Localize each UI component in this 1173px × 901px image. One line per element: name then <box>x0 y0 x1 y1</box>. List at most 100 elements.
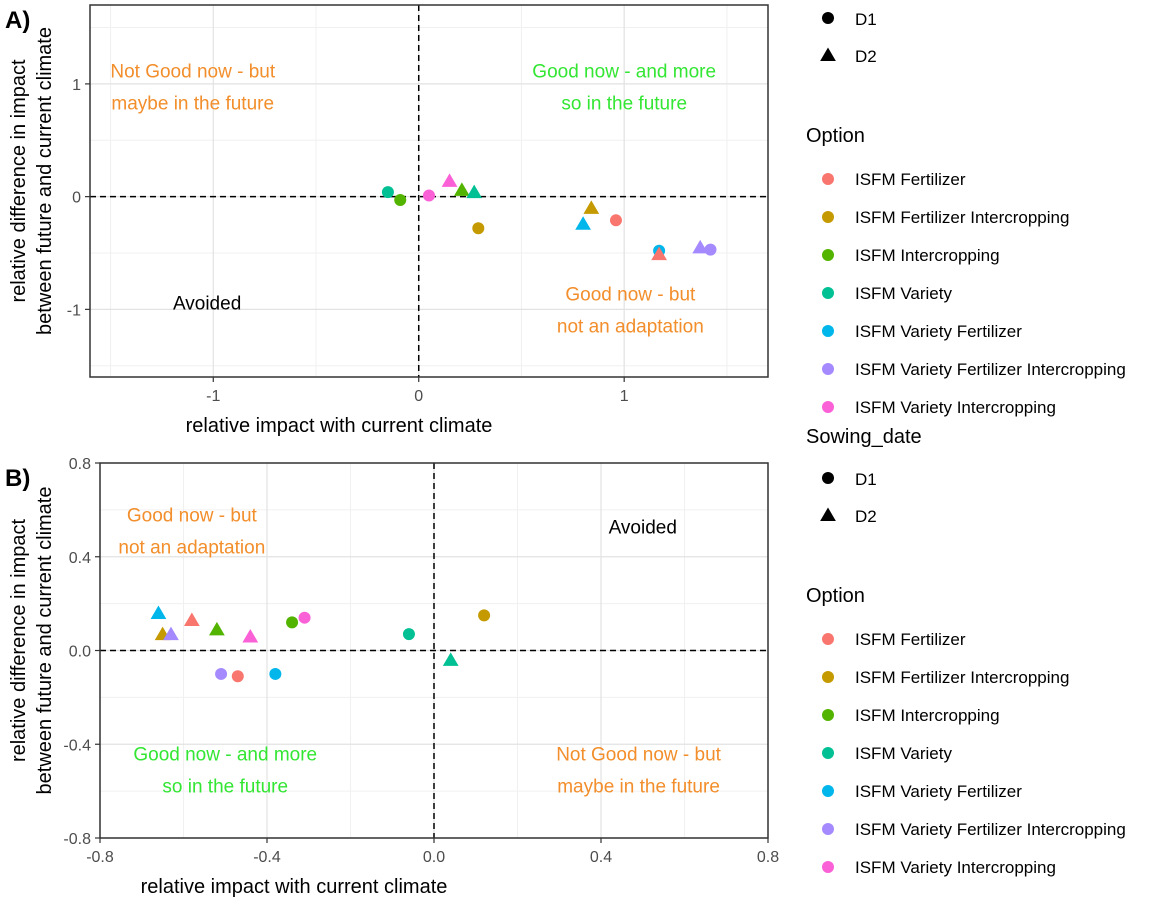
legend-label-sowing-date: D2 <box>855 47 877 66</box>
data-point-isfm-fertilizer-intercropping-d1 <box>472 222 485 235</box>
legend-label-option: ISFM Variety Fertilizer Intercropping <box>855 820 1126 839</box>
annotation-line: Good now - but <box>565 285 696 306</box>
annotation-line: Not Good now - but <box>556 744 721 765</box>
legend-label-option: ISFM Fertilizer Intercropping <box>855 208 1069 227</box>
legend-key-option-2 <box>822 249 834 261</box>
legend-label-option: ISFM Variety Fertilizer <box>855 782 1022 801</box>
x-tick-label: 0.4 <box>590 849 612 866</box>
y-tick-label: 0.8 <box>69 456 91 473</box>
quadrant-annotation: Good now - and more so in the future <box>532 62 716 115</box>
x-tick-label: -0.8 <box>86 849 114 866</box>
panel-label: B) <box>5 465 30 492</box>
legend-key-option-3 <box>822 287 834 299</box>
data-point-isfm-variety-fertilizer-d2 <box>575 216 591 230</box>
legend-label-option: ISFM Fertilizer <box>855 630 966 649</box>
legend-label-option: ISFM Intercropping <box>855 246 1000 265</box>
legend-key-option-1 <box>822 671 834 683</box>
legend-title-sowing-date: Sowing_date <box>806 426 922 448</box>
annotation-line: Avoided <box>173 293 241 314</box>
quadrant-annotation: Not Good now - but maybe in the future <box>110 62 275 115</box>
data-point-isfm-variety-intercropping-d2 <box>441 173 458 187</box>
annotation-line: so in the future <box>561 94 687 115</box>
legend-top: D1 D2 Option ISFM Fertilizer ISFM Fertilizer… <box>806 10 1126 417</box>
data-point-isfm-variety-d1 <box>402 628 415 641</box>
y-tick-label: 0.4 <box>69 550 91 567</box>
legend-key-option-5 <box>822 823 834 835</box>
legend-label-option: ISFM Fertilizer <box>855 170 966 189</box>
data-point-isfm-variety-fertilizer-intercropping-d1 <box>215 667 228 680</box>
x-tick-label: 0.0 <box>423 849 445 866</box>
annotation-line: Avoided <box>609 517 677 538</box>
data-point-isfm-variety-intercropping-d1 <box>423 189 435 202</box>
data-point-isfm-fertilizer-intercropping-d2 <box>583 200 600 214</box>
data-point-isfm-variety-intercropping-d2 <box>242 628 259 643</box>
data-point-isfm-variety-d2 <box>466 184 483 199</box>
data-point-isfm-fertilizer-intercropping-d1 <box>478 609 491 622</box>
y-tick-label: 0 <box>72 190 81 207</box>
y-axis-title-line: relative difference in impact <box>8 519 30 763</box>
legend-key-option-5 <box>822 363 834 375</box>
legend-key-option-0 <box>822 173 834 185</box>
data-point-isfm-variety-fertilizer-d2 <box>150 605 167 619</box>
x-tick-label: 0 <box>414 388 423 405</box>
legend-key-circle <box>822 12 834 24</box>
annotation-line: so in the future <box>162 776 288 797</box>
legend-label-option: ISFM Variety Fertilizer <box>855 322 1022 341</box>
y-tick-label: -0.8 <box>63 831 91 848</box>
data-point-isfm-variety-fertilizer-d1 <box>269 667 282 680</box>
quadrant-annotation: Avoided <box>173 293 241 314</box>
legend-key-option-0 <box>822 633 834 645</box>
legend-bottom: Sowing_date D1 D2 Option ISFM Fertilizer ISFM… <box>806 426 1126 877</box>
legend-label-option: ISFM Variety <box>855 284 952 303</box>
annotation-line: maybe in the future <box>111 94 274 115</box>
legend-label-option: ISFM Variety Intercropping <box>855 398 1056 417</box>
quadrant-annotation: Good now - but not an adaptation <box>118 505 265 558</box>
data-point-isfm-fertilizer-d2 <box>651 246 667 261</box>
data-point-isfm-intercropping-d2 <box>453 182 470 196</box>
legend-label-option: ISFM Variety Fertilizer Intercropping <box>855 360 1126 379</box>
data-point-isfm-variety-fertilizer-intercropping-d1 <box>704 243 717 256</box>
quadrant-annotation: Avoided <box>609 517 677 538</box>
legend-label-option: ISFM Variety Intercropping <box>855 858 1056 877</box>
y-tick-label: -0.4 <box>63 737 91 754</box>
annotation-line: Good now - and more <box>532 62 716 83</box>
annotation-line: Not Good now - but <box>110 62 275 83</box>
y-tick-label: 0.0 <box>69 644 91 661</box>
data-point-isfm-variety-fertilizer-intercropping-d2 <box>163 626 179 641</box>
x-axis-title: relative impact with current climate <box>141 876 448 898</box>
x-tick-label: -1 <box>206 388 220 405</box>
legend-label-option: ISFM Fertilizer Intercropping <box>855 668 1069 687</box>
data-point-isfm-variety-fertilizer-intercropping-d2 <box>692 239 709 254</box>
data-point-isfm-intercropping-d1 <box>286 616 299 629</box>
annotation-line: maybe in the future <box>557 776 720 797</box>
legend-label-sowing-date: D1 <box>855 470 877 489</box>
data-point-isfm-variety-d2 <box>442 652 459 666</box>
quadrant-annotation: Good now - and more so in the future <box>133 744 317 797</box>
y-tick-label: 1 <box>72 77 81 94</box>
quadrant-annotation: Not Good now - but maybe in the future <box>556 744 721 797</box>
data-point-isfm-intercropping-d1 <box>394 194 407 207</box>
legend-key-option-1 <box>822 211 834 223</box>
legend-key-circle <box>822 472 834 484</box>
data-point-isfm-fertilizer-d1 <box>609 214 622 227</box>
x-tick-label: 1 <box>620 388 629 405</box>
legend-key-option-6 <box>822 401 834 413</box>
quadrant-annotation: Good now - but not an adaptation <box>557 285 704 338</box>
legend-key-option-2 <box>822 709 834 721</box>
x-axis-title: relative impact with current climate <box>186 415 493 437</box>
legend-key-triangle <box>820 507 836 521</box>
legend-key-option-4 <box>822 325 834 337</box>
x-tick-label: -0.4 <box>253 849 281 866</box>
data-point-isfm-fertilizer-d1 <box>231 670 244 683</box>
panel-a-chart: Not Good now - but maybe in the future Goo… <box>5 4 769 437</box>
panel-b-chart: Good now - but not an adaptation Avoided Go… <box>5 456 779 898</box>
legend-label-sowing-date: D2 <box>855 507 877 526</box>
annotation-line: Good now - and more <box>133 744 317 765</box>
annotation-line: Good now - but <box>127 505 258 526</box>
legend-key-option-3 <box>822 747 834 759</box>
annotation-line: not an adaptation <box>118 537 265 558</box>
legend-key-option-4 <box>822 785 834 797</box>
legend-title-option: Option <box>806 125 865 147</box>
legend-label-option: ISFM Intercropping <box>855 706 1000 725</box>
